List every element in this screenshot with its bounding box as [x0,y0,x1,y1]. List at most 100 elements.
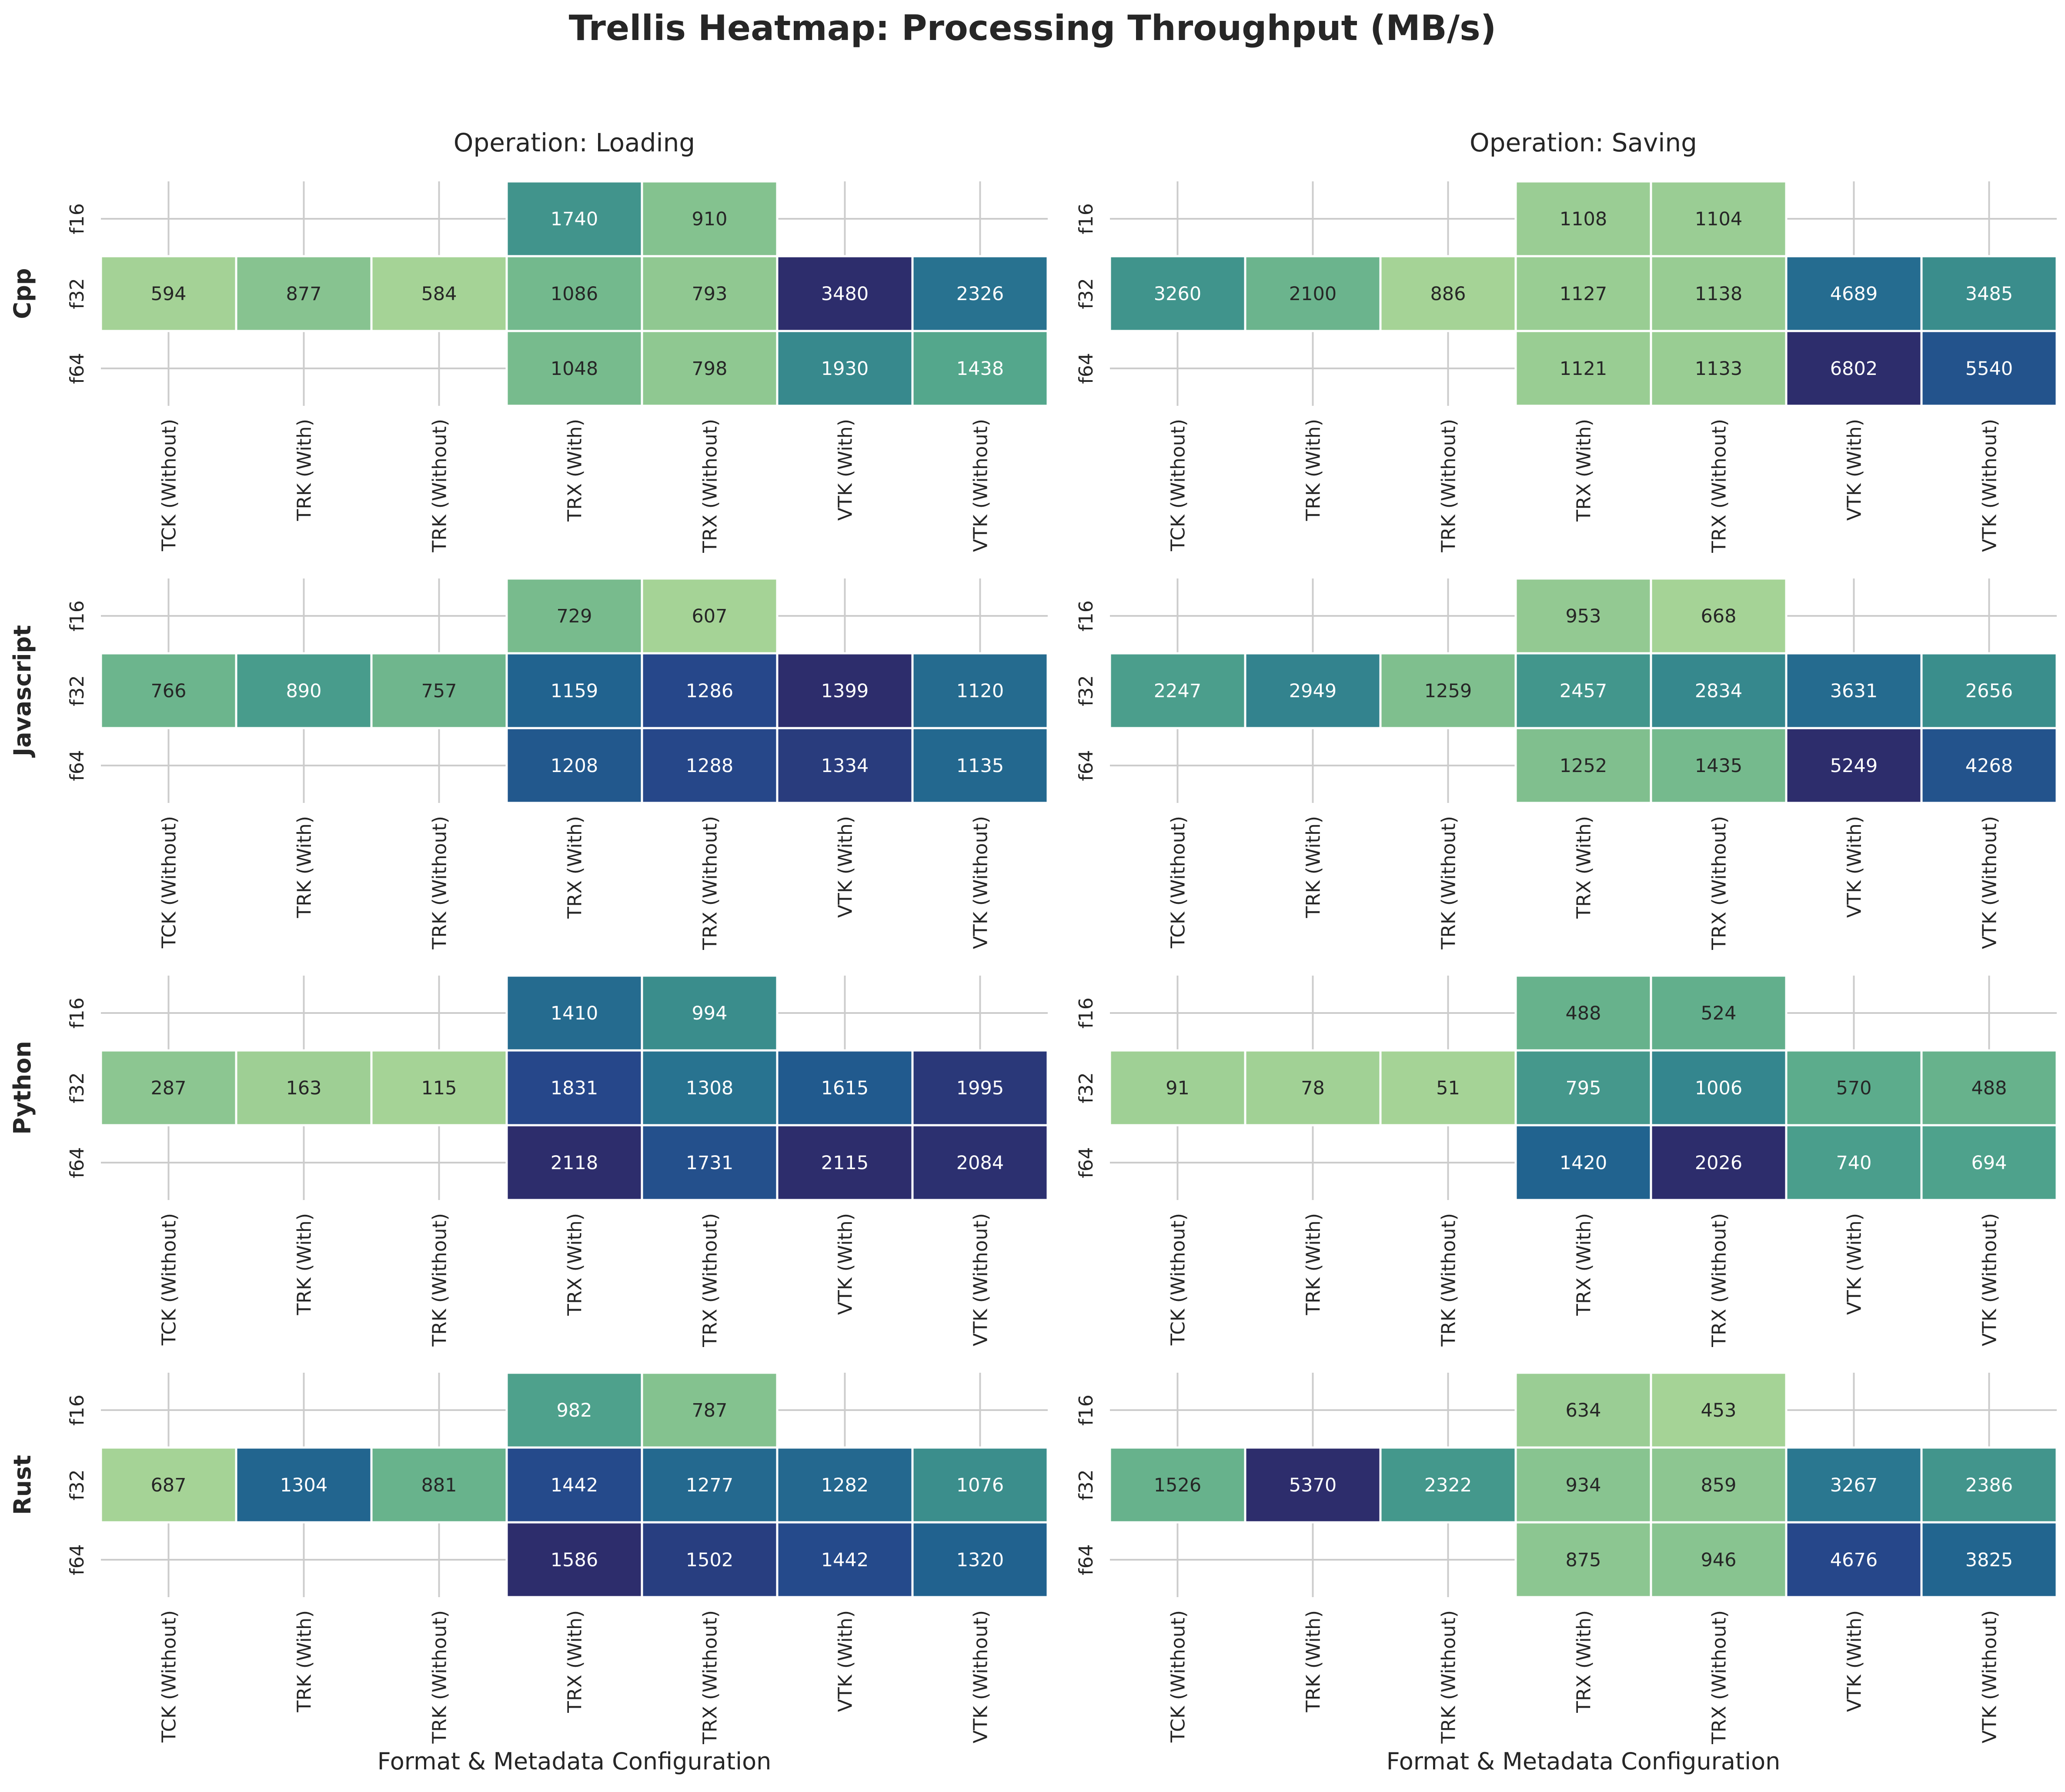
row-label-javascript: Javascript [9,625,36,758]
cell-value-label: 3631 [1830,680,1878,702]
cell-value-label: 2100 [1289,283,1337,305]
y-tick-label: f32 [66,675,88,706]
cell-value-label: 1304 [280,1474,327,1496]
x-tick-label: VTK (With) [835,816,857,918]
cell-value-label: 1208 [551,755,598,777]
y-tick-label: f16 [66,997,88,1028]
figure-title: Trellis Heatmap: Processing Throughput (… [569,8,1497,48]
y-tick-label: f32 [1075,1072,1097,1103]
x-tick-label: VTK (With) [1844,816,1866,918]
cell-value-label: 877 [286,283,321,305]
cell-value-label: 1282 [821,1474,869,1496]
x-tick-label: TRX (With) [564,1610,586,1713]
x-tick-label: TRX (With) [1573,1213,1595,1316]
y-tick-label: f64 [1075,1544,1097,1575]
cell-value-label: 1442 [551,1474,598,1496]
cell-value-label: 1108 [1560,208,1607,230]
x-tick-label: TRX (With) [564,419,586,522]
heatmap-cell [1650,180,1788,257]
x-tick-label: VTK (Without) [970,1213,992,1346]
x-tick-label: TRX (With) [1573,816,1595,919]
cell-value-label: 994 [692,1003,727,1024]
cell-value-label: 1930 [821,358,869,380]
heatmap-cell [1650,255,1788,332]
panel-javascript-saving: 953 668 2247 2949 1259 2457 2834 3631 2656 1252 14… [1075,577,2058,950]
row-label-rust: Rust [9,1455,36,1515]
heatmap-cell [235,1446,373,1524]
cell-value-label: 687 [150,1474,186,1496]
cell-value-label: 4689 [1830,283,1878,305]
y-tick-label: f64 [66,353,88,384]
heatmap-cell [1650,1049,1788,1127]
cell-value-label: 1442 [821,1549,869,1571]
cell-value-label: 2322 [1424,1474,1472,1496]
cell-value-label: 607 [692,605,727,627]
heatmap-cell [505,974,643,1052]
panel-python-saving: 488 524 91 78 51 795 1006 570 488 1420 2026 740 694 f… [1075,974,2058,1347]
cell-value-label: 1334 [821,755,869,777]
heatmap-cell [641,1371,779,1449]
x-tick-label: TRK (With) [294,1610,316,1713]
heatmap-cell [1244,1446,1382,1524]
y-tick-label: f16 [66,600,88,631]
heatmap-cell [1244,652,1382,729]
heatmap-cell [100,1446,237,1524]
heatmap-cell [641,577,779,655]
heatmap-cell [776,1521,914,1598]
y-tick-label: f16 [1075,600,1097,631]
x-tick-label: TRX (With) [1573,419,1595,522]
cell-value-label: 115 [421,1077,457,1099]
x-tick-label: TRK (Without) [429,1610,451,1744]
cell-value-label: 4268 [1965,755,2013,777]
heatmap-cell [776,330,914,407]
cell-value-label: 1438 [956,358,1004,380]
panel-rust-loading: 982 787 687 1304 881 1442 1277 1282 1076 1586 1502… [66,1371,1049,1775]
cell-value-label: 453 [1701,1400,1736,1421]
cell-value-label: 488 [1565,1003,1601,1024]
cell-value-label: 2115 [821,1152,869,1174]
cell-value-label: 934 [1565,1474,1601,1496]
cell-value-label: 2834 [1695,680,1742,702]
heatmap-cell [911,1049,1049,1127]
cell-value-label: 1831 [551,1077,598,1099]
cell-value-label: 91 [1166,1077,1190,1099]
cell-value-label: 51 [1436,1077,1460,1099]
heatmap-cell [505,1124,643,1201]
cell-value-label: 1138 [1695,283,1742,305]
heatmap-cell [1785,330,1923,407]
y-tick-label: f64 [66,1544,88,1575]
y-tick-label: f32 [66,1072,88,1103]
heatmap-cell [1109,1446,1246,1524]
y-tick-label: f32 [66,278,88,309]
cell-value-label: 2326 [956,283,1004,305]
cell-value-label: 1127 [1560,283,1607,305]
x-tick-label: TRK (With) [294,419,316,522]
x-tick-label: TRX (Without) [699,1610,722,1745]
x-tick-label: TRX (Without) [1708,816,1731,950]
y-tick-label: f32 [66,1469,88,1500]
heatmap-cell [1379,255,1517,332]
heatmap-cell [1379,1446,1517,1524]
cell-value-label: 859 [1701,1474,1736,1496]
cell-value-label: 1586 [551,1549,598,1571]
cell-value-label: 2247 [1154,680,1201,702]
cell-value-label: 1399 [821,680,869,702]
cell-value-label: 795 [1565,1077,1601,1099]
x-tick-label: VTK (Without) [1979,816,2001,949]
heatmap-cell [1379,1049,1517,1127]
cell-value-label: 1740 [551,208,598,230]
y-tick-label: f16 [1075,1394,1097,1425]
x-tick-label: TRX (Without) [699,1213,722,1347]
row-label-cpp: Cpp [9,268,36,319]
x-tick-label: VTK (Without) [1979,419,2001,552]
cell-value-label: 287 [150,1077,186,1099]
y-tick-label: f64 [1075,750,1097,781]
cell-value-label: 1286 [686,680,733,702]
heatmap-cell [1785,1049,1923,1127]
x-tick-label: VTK (Without) [970,1610,992,1743]
cell-value-label: 1526 [1154,1474,1201,1496]
heatmap-cell [505,255,643,332]
cell-value-label: 1135 [956,755,1004,777]
x-tick-label: TRK (With) [1303,1610,1325,1713]
cell-value-label: 1320 [956,1549,1004,1571]
